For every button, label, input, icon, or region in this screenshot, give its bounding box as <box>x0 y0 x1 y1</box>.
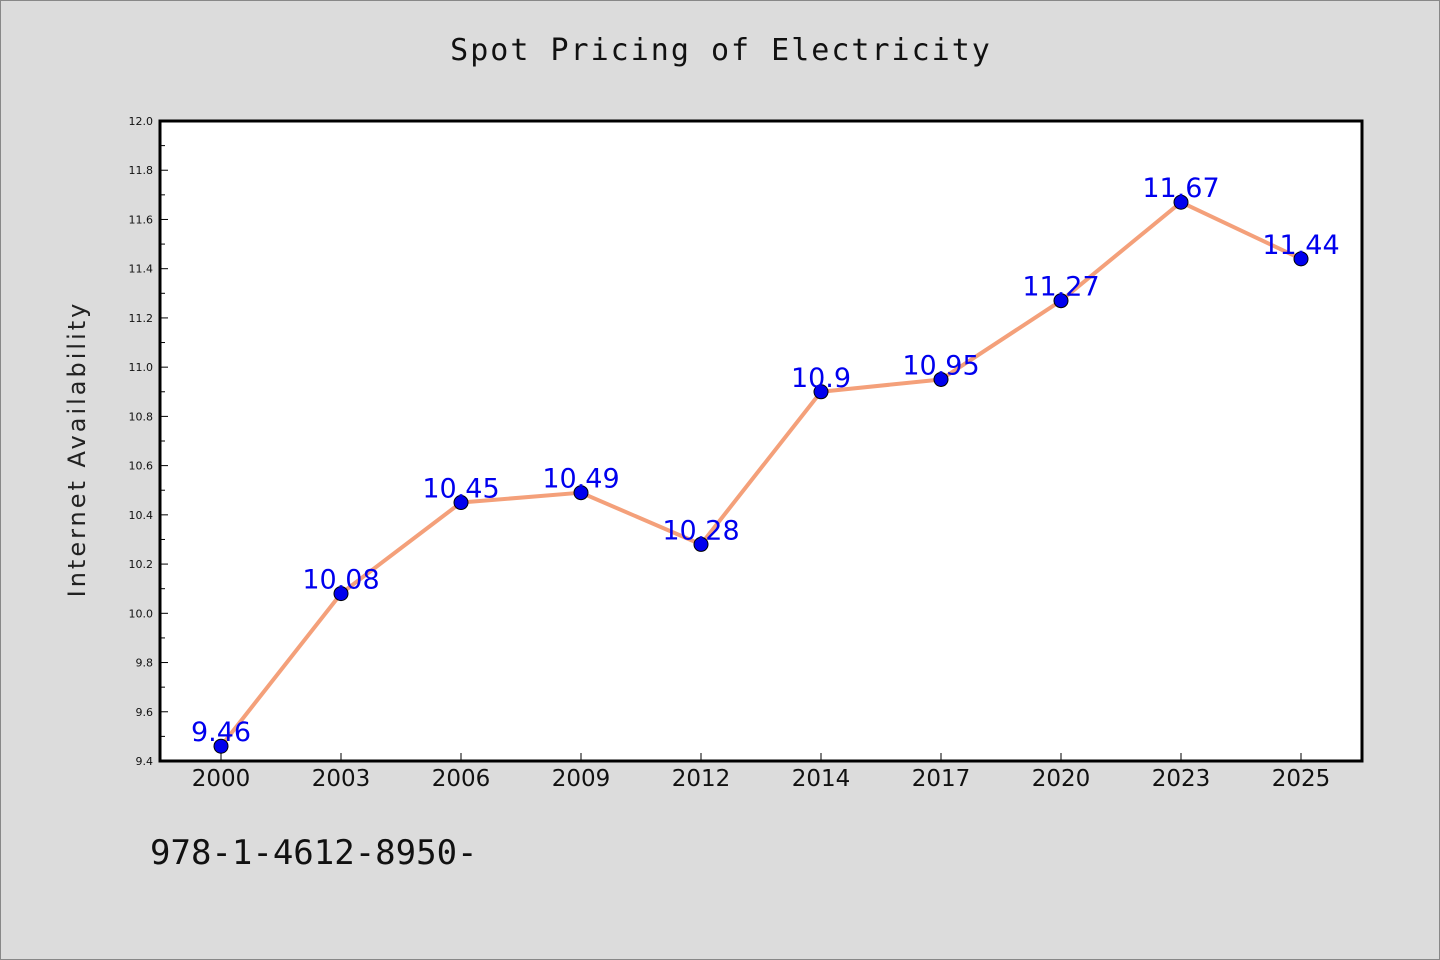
x-tick-label: 2025 <box>1272 766 1331 792</box>
data-point <box>1173 194 1189 210</box>
y-tick-label: 9.8 <box>136 657 154 670</box>
data-point <box>813 384 829 400</box>
series-layer: 9.46 10.08 10.45 10.49 10.28 10.9 10.95 11.27 11… <box>191 173 1340 754</box>
data-label: 11.44 <box>1262 230 1339 261</box>
x-tick-label: 2000 <box>192 766 251 792</box>
data-label: 9.46 <box>191 717 251 748</box>
series-line <box>219 200 1303 749</box>
x-tick-label: 2012 <box>672 766 731 792</box>
x-tick-label: 2009 <box>552 766 611 792</box>
data-point <box>933 371 949 387</box>
data-point <box>213 738 229 754</box>
plot-frame <box>158 119 1364 763</box>
y-tick-label: 10.2 <box>129 558 154 571</box>
x-tick-label: 2017 <box>912 766 971 792</box>
data-point <box>1293 251 1309 267</box>
x-axis: 2000 2003 2006 2009 2012 2014 2017 2020 2023 2025 <box>192 753 1331 792</box>
y-tick-label: 10.8 <box>129 410 154 423</box>
x-tick-label: 2020 <box>1032 766 1091 792</box>
y-axis: 9.4 9.6 9.8 10.0 10.2 10.4 10.6 10.8 11.0 11.2 11.… <box>129 115 168 768</box>
data-label: 11.67 <box>1142 173 1219 204</box>
y-tick-label: 10.4 <box>129 509 154 522</box>
y-tick-label: 11.2 <box>129 312 154 325</box>
y-tick-label: 11.0 <box>129 361 154 374</box>
y-tick-label: 10.0 <box>129 607 154 620</box>
x-tick-label: 2023 <box>1152 766 1211 792</box>
data-point <box>453 495 469 511</box>
data-point <box>1053 293 1069 309</box>
y-tick-label: 9.4 <box>136 755 154 768</box>
y-tick-label: 9.6 <box>136 706 154 719</box>
y-tick-label: 11.6 <box>129 213 154 226</box>
x-tick-label: 2014 <box>792 766 851 792</box>
y-tick-label: 11.8 <box>129 164 154 177</box>
data-label: 11.27 <box>1022 272 1099 303</box>
footer-code: 978-1-4612-8950- <box>150 833 478 873</box>
y-tick-label: 11.4 <box>129 263 154 276</box>
y-tick-label: 10.6 <box>129 460 154 473</box>
y-tick-label: 12.0 <box>129 115 154 128</box>
x-tick-label: 2006 <box>432 766 491 792</box>
data-label: 10.9 <box>791 363 851 394</box>
data-label: 10.45 <box>422 474 499 505</box>
data-label: 10.49 <box>542 464 619 495</box>
chart-title: Spot Pricing of Electricity <box>450 33 992 68</box>
data-label: 10.08 <box>302 565 379 596</box>
data-label: 10.95 <box>902 350 979 381</box>
data-label: 10.28 <box>662 515 739 546</box>
data-point <box>333 586 349 602</box>
plot-background <box>160 121 1362 761</box>
data-point <box>693 536 709 552</box>
data-point <box>573 485 589 501</box>
x-tick-label: 2003 <box>312 766 371 792</box>
